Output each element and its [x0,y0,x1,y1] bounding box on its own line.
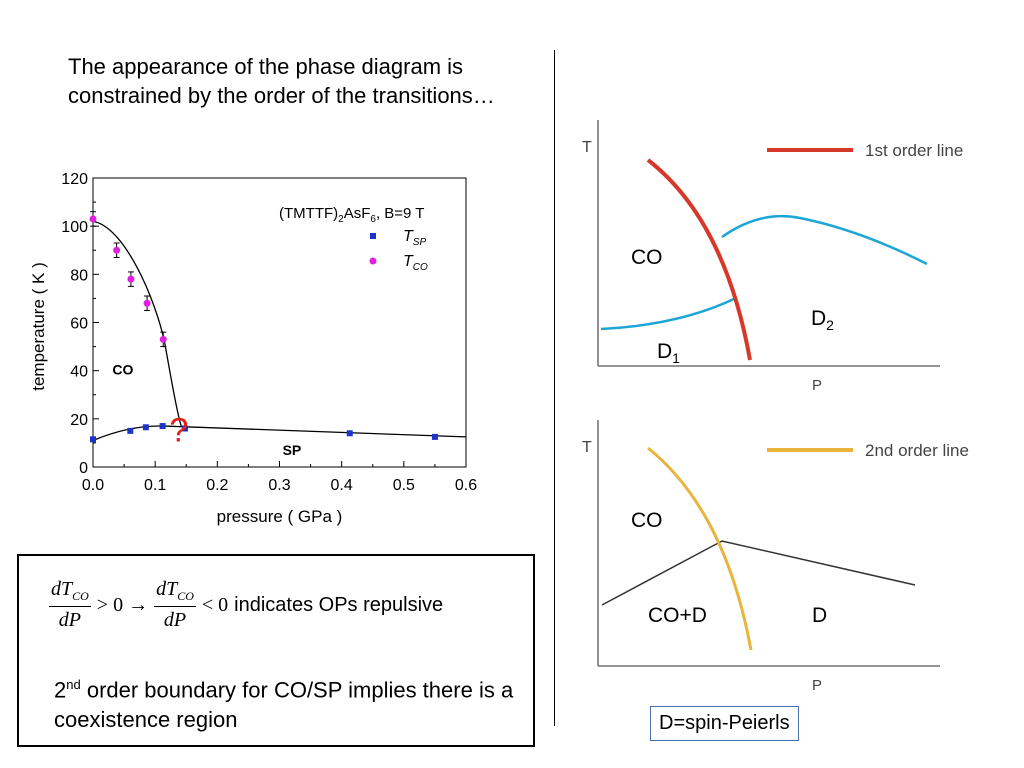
y-tick-label-3: 60 [70,316,88,333]
diag2-region-co-d: CO+D [648,604,707,627]
y-tick-label-1: 20 [70,412,88,429]
co-fit-curve [92,220,182,427]
second-order-phase-diagram: T P 2nd order line CO CO+D D [582,420,969,694]
diag1-region-main: D [657,340,672,363]
question-mark: ? [169,412,188,450]
legend-label-sub: SP [413,237,427,248]
diag1-region-d1: D1 [657,340,680,366]
diag1-d1-boundary [600,296,737,331]
legend-label-sub: CO [413,262,428,273]
frac2-denominator: dP [163,609,187,631]
legend-label-main: T [403,228,414,245]
tsp-point-5 [346,430,353,437]
diag1-x-axis-label: P [812,377,822,394]
diag2-region-co: CO [631,509,663,532]
diag1-first-order-line [646,158,752,361]
x-tick-label-4: 0.4 [331,477,353,494]
frac1-sub: CO [72,589,89,603]
legend-label-main: T [403,253,414,270]
formula-lt: < 0 [201,593,229,616]
x-tick-label-5: 0.5 [393,477,415,494]
frac2-numerator: dT [156,578,178,600]
chart-title-part-2: AsF [344,205,371,222]
chart-title-part-1: 2 [338,214,344,225]
diag2-x-axis-label: P [812,677,822,694]
diag1-region-d2: D2 [811,307,834,333]
frac1-denominator: dP [58,609,81,631]
tsp-point-6 [431,433,438,440]
tsp-point-1 [127,427,134,434]
diag1-y-axis-label: T [582,139,592,156]
x-tick-label-0: 0.0 [82,477,104,494]
x-tick-label-1: 0.1 [144,477,166,494]
tco-point-1 [113,246,121,254]
y-tick-label-4: 80 [70,267,88,284]
diag2-legend-label: 2nd order line [865,441,969,460]
y-tick-label-5: 100 [61,219,88,236]
tsp-point-0 [90,436,96,443]
vertical-divider [554,50,555,726]
note-pre: 2 [54,677,67,703]
diag2-region-d: D [812,604,827,627]
legend-label-0: TSP [403,228,426,248]
tco-point-2 [127,275,135,283]
sp-fit-curve [92,425,467,442]
diag2-second-order-line [647,446,753,651]
formula-text: indicates OPs repulsive [234,593,444,616]
y-tick-label-0: 0 [79,460,88,477]
x-tick-label-2: 0.2 [206,477,228,494]
tsp-point-2 [142,424,149,431]
y-tick-label-2: 40 [70,364,88,381]
diag1-region-sub: 1 [672,350,680,366]
tsp-point-3 [159,423,166,430]
legend-marker-tco [369,257,377,265]
main-chart: 0.0 0.1 0.2 0.3 0.4 0.5 0.6 0 20 40 60 80 100 120 pres… [29,171,477,526]
intro-text: The appearance of the phase diagram is c… [68,54,495,108]
diag2-y-axis-label: T [582,439,592,456]
x-tick-label-3: 0.3 [268,477,290,494]
note-sup: nd [66,677,81,692]
y-tick-label-6: 120 [61,171,88,188]
chart-title-part-4: , B=9 T [376,205,425,222]
frac2-sub: CO [177,589,194,603]
legend-label-1: TCO [403,253,428,273]
x-axis-label: pressure ( GPa ) [217,507,343,526]
tsp-point-4 [182,425,189,432]
x-tick-label-6: 0.6 [455,477,477,494]
chart-title-part-3: 6 [370,214,376,225]
formula-gt: > 0 → [96,593,149,616]
tco-point-3 [143,299,151,307]
diag1-legend-label: 1st order line [865,141,963,160]
tco-point-4 [159,335,167,343]
legend-marker-tsp [370,233,376,239]
chart-title: (TMTTF)2AsF6, B=9 T [279,205,424,225]
fraction-2: dTCO dP [154,578,196,632]
diag1-region-sub: 2 [826,317,834,333]
diag1-d2-boundary [721,214,928,266]
region-label-sp: SP [283,442,302,458]
diag2-coexistence-boundary [601,540,916,606]
fraction-1: dTCO dP [49,578,91,632]
chart-title-part-0: (TMTTF) [279,205,338,222]
diag1-region-co: CO [631,246,663,269]
note-text: 2nd order boundary for CO/SP implies the… [54,670,524,735]
spin-peierls-legend: D=spin-Peierls [650,706,799,741]
region-label-co: CO [112,361,133,377]
formula: dTCO dP > 0 → dTCO dP < 0 indicates OPs … [47,574,443,636]
frac1-numerator: dT [51,578,73,600]
y-axis-label: temperature ( K ) [29,262,48,391]
diag1-region-main: D [811,307,826,330]
tco-point-0 [89,215,97,223]
note-box: dTCO dP > 0 → dTCO dP < 0 indicates OPs … [17,554,535,747]
note-post: order boundary for CO/SP implies there i… [54,677,514,733]
